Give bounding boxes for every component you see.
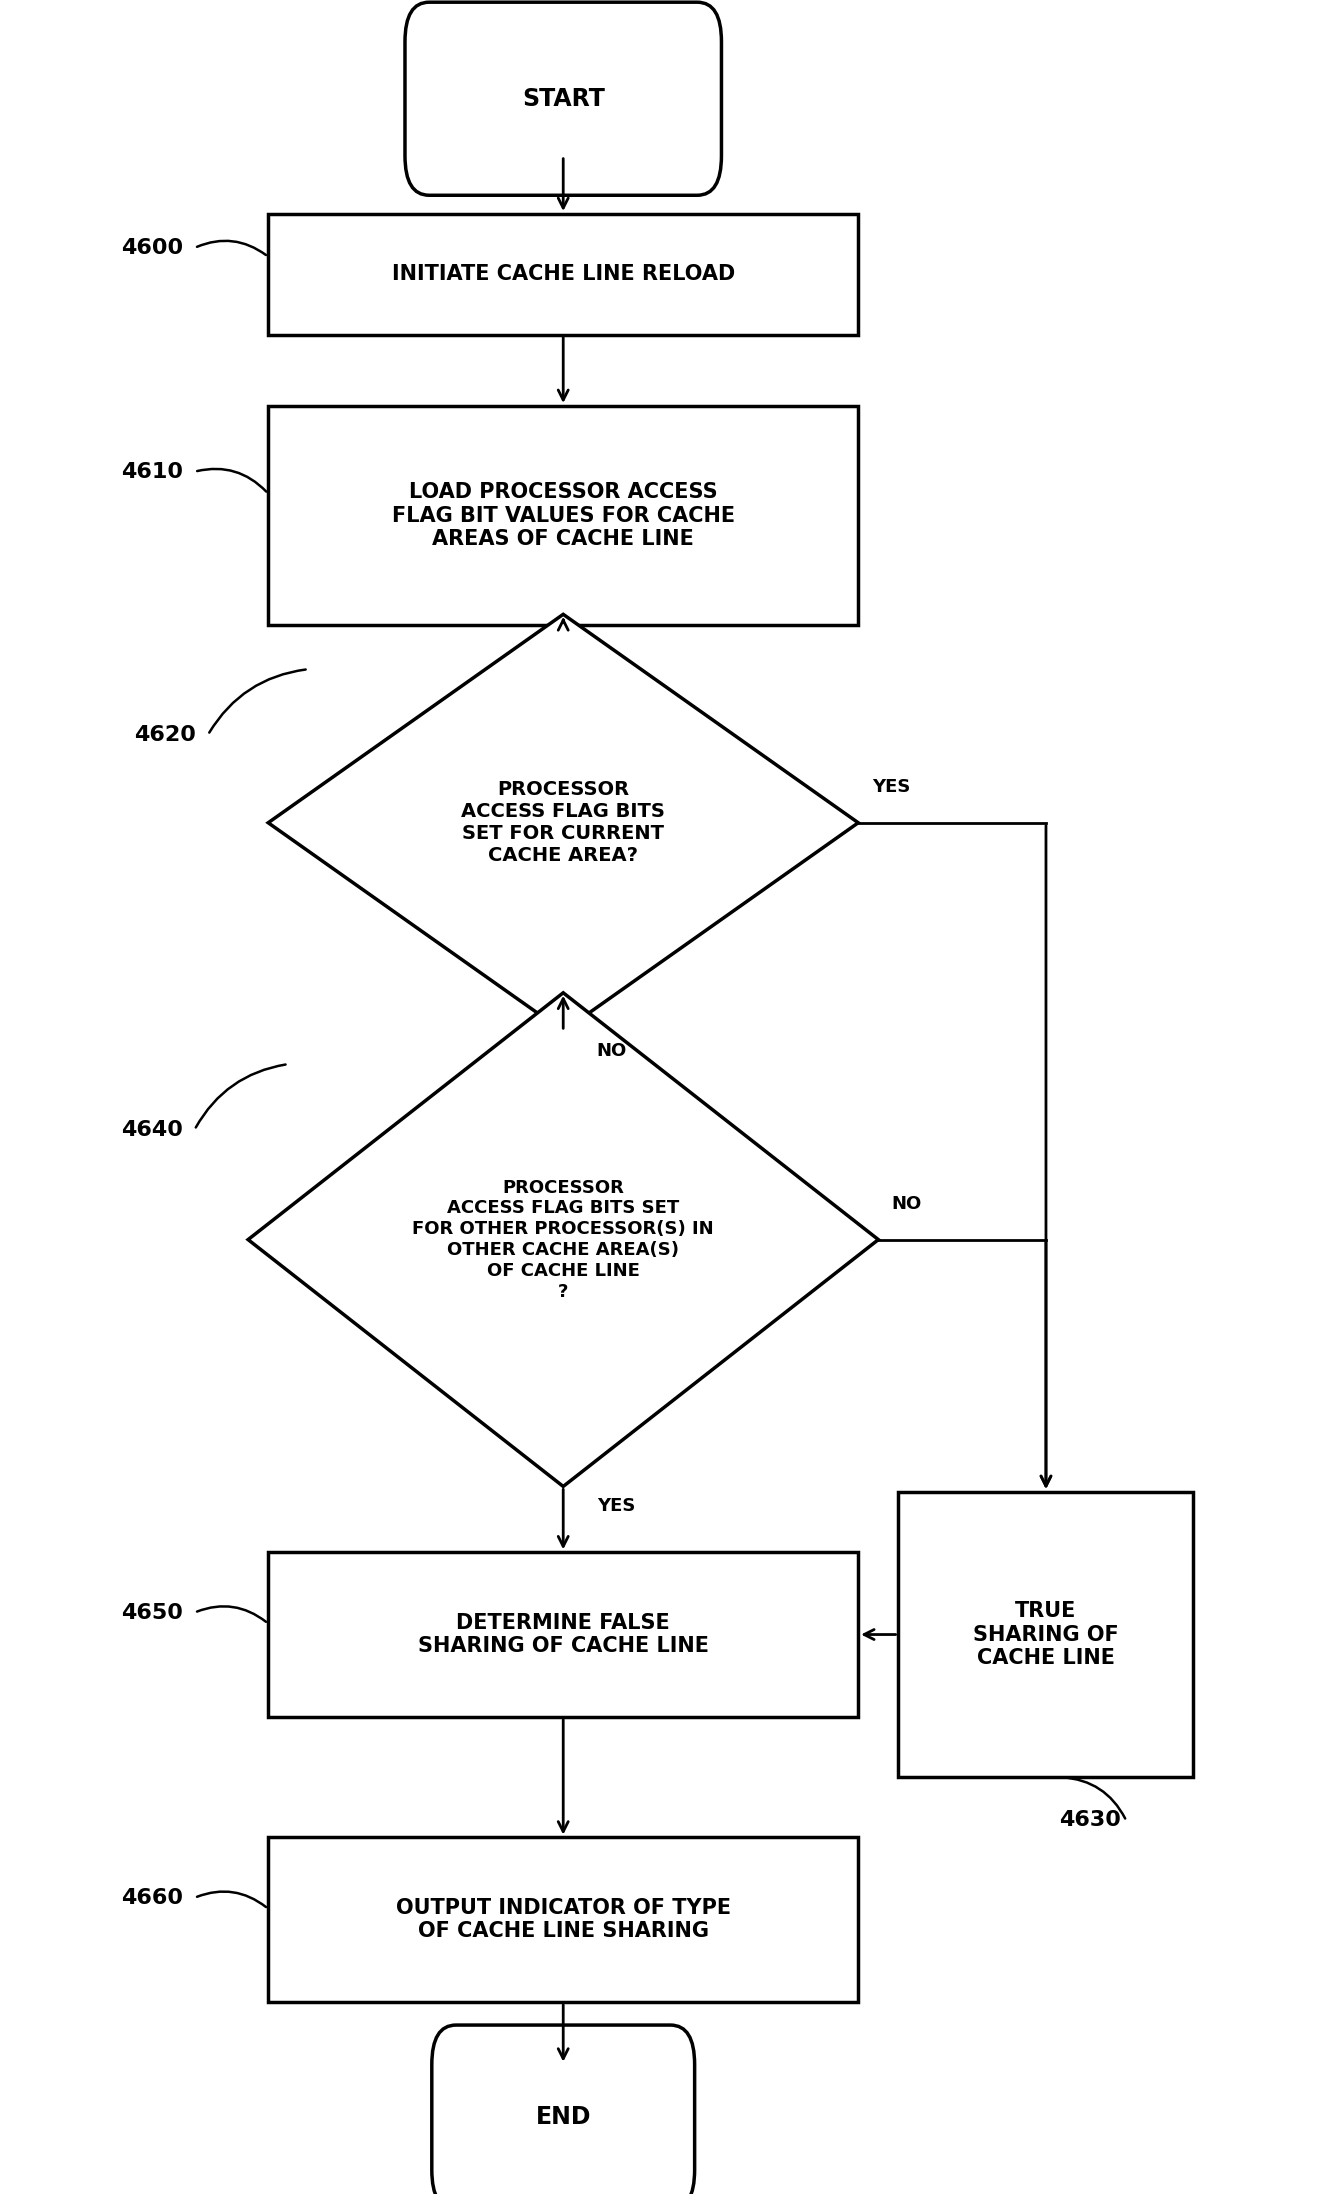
Bar <box>268 215 858 336</box>
Text: 4650: 4650 <box>121 1602 182 1624</box>
Bar <box>268 1553 858 1716</box>
Text: PROCESSOR
ACCESS FLAG BITS
SET FOR CURRENT
CACHE AREA?: PROCESSOR ACCESS FLAG BITS SET FOR CURRE… <box>461 781 665 864</box>
Text: 4600: 4600 <box>121 237 182 259</box>
Text: YES: YES <box>597 1496 636 1516</box>
Text: TRUE
SHARING OF
CACHE LINE: TRUE SHARING OF CACHE LINE <box>974 1602 1118 1667</box>
Text: LOAD PROCESSOR ACCESS
FLAG BIT VALUES FOR CACHE
AREAS OF CACHE LINE: LOAD PROCESSOR ACCESS FLAG BIT VALUES FO… <box>392 483 735 548</box>
Text: PROCESSOR
ACCESS FLAG BITS SET
FOR OTHER PROCESSOR(S) IN
OTHER CACHE AREA(S)
OF : PROCESSOR ACCESS FLAG BITS SET FOR OTHER… <box>413 1178 713 1301</box>
Text: 4660: 4660 <box>121 1887 182 1909</box>
Text: INITIATE CACHE LINE RELOAD: INITIATE CACHE LINE RELOAD <box>392 263 735 285</box>
Text: NO: NO <box>597 1042 628 1060</box>
Text: 4620: 4620 <box>134 724 196 746</box>
Bar <box>268 1839 858 2001</box>
Text: 4640: 4640 <box>121 1119 182 1141</box>
Text: 4610: 4610 <box>121 461 182 483</box>
Text: DETERMINE FALSE
SHARING OF CACHE LINE: DETERMINE FALSE SHARING OF CACHE LINE <box>417 1613 709 1656</box>
Polygon shape <box>248 992 878 1488</box>
Polygon shape <box>268 614 858 1031</box>
Bar <box>268 406 858 625</box>
Text: END: END <box>535 2106 591 2128</box>
Text: NO: NO <box>892 1196 923 1213</box>
FancyBboxPatch shape <box>405 2 721 195</box>
Text: OUTPUT INDICATOR OF TYPE
OF CACHE LINE SHARING: OUTPUT INDICATOR OF TYPE OF CACHE LINE S… <box>396 1898 731 1942</box>
Text: START: START <box>522 88 605 110</box>
Bar <box>898 1492 1193 1777</box>
FancyBboxPatch shape <box>432 2025 695 2194</box>
Text: YES: YES <box>872 779 911 796</box>
Text: 4630: 4630 <box>1059 1810 1121 1830</box>
